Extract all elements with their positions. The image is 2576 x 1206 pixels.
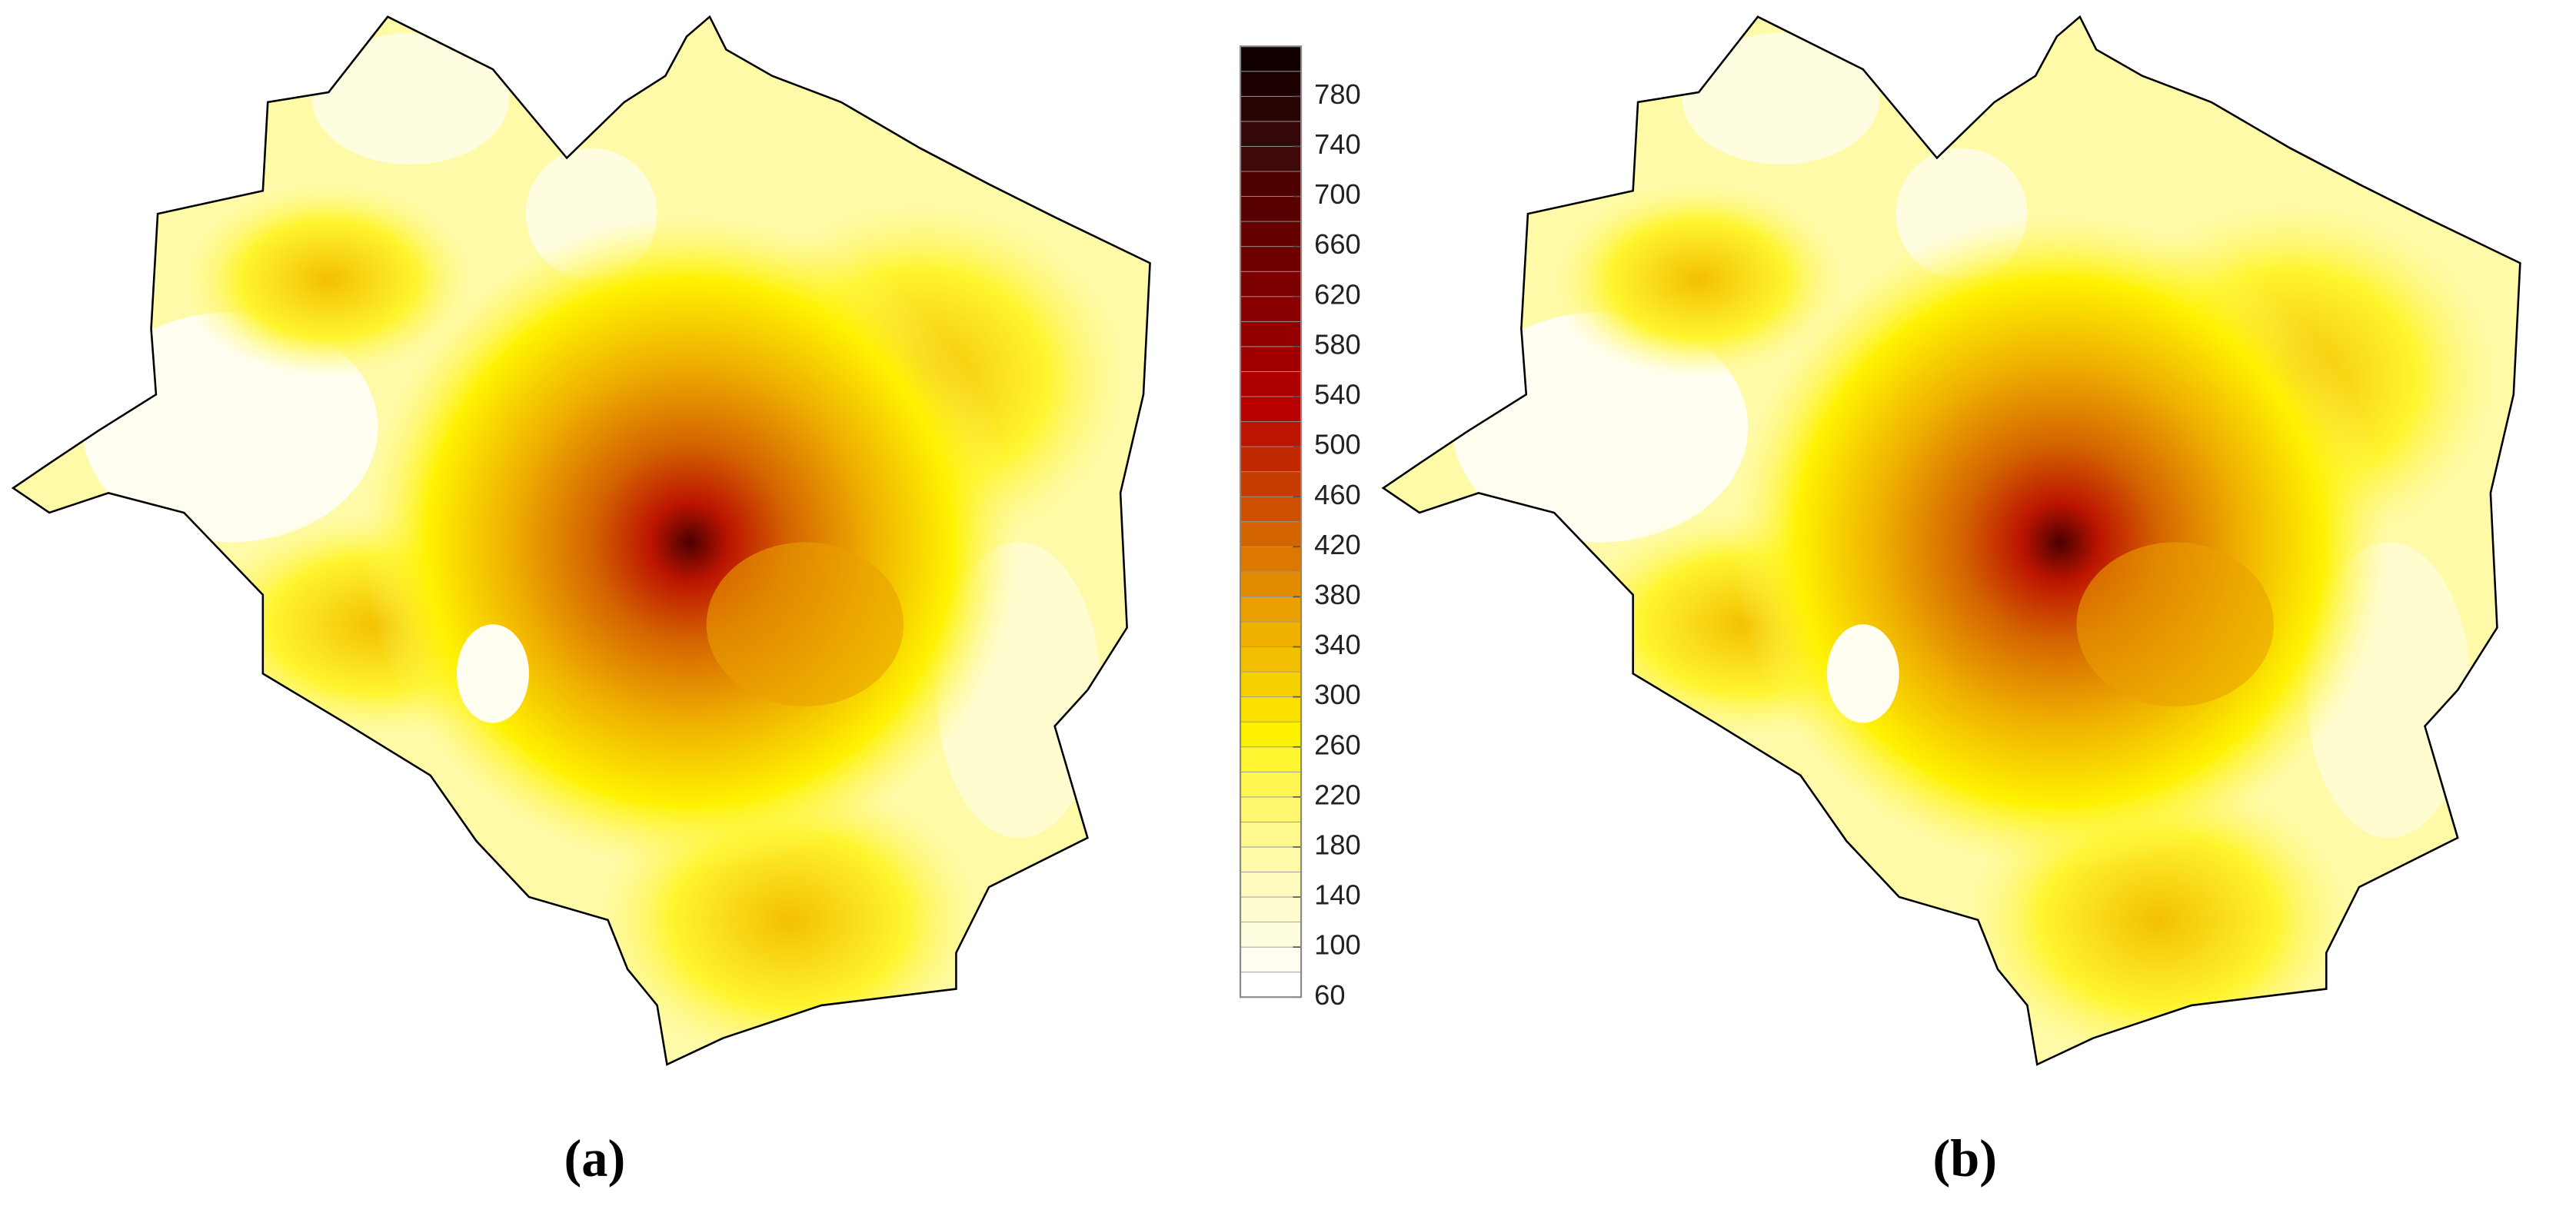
tick-label: 700 <box>1314 178 1361 210</box>
color-band <box>1240 771 1302 798</box>
panel-label: (a) <box>564 1129 626 1188</box>
color-band <box>1240 146 1302 172</box>
panel-label: (b) <box>1932 1129 1997 1188</box>
map-b <box>1370 0 2553 1084</box>
color-band <box>1240 646 1302 673</box>
color-band <box>1240 370 1302 397</box>
tick-label: 60 <box>1314 979 1345 1011</box>
color-band <box>1240 696 1302 723</box>
color-band <box>1240 71 1302 97</box>
tick-label: 740 <box>1314 128 1361 160</box>
color-band <box>1240 671 1302 698</box>
colorbar-frame <box>1239 45 1303 998</box>
tick-label: 780 <box>1314 78 1361 110</box>
color-band <box>1240 621 1302 647</box>
color-band <box>1240 421 1302 447</box>
color-band <box>1240 121 1302 147</box>
tick-label: 620 <box>1314 278 1361 310</box>
tick-label: 460 <box>1314 479 1361 510</box>
map-a <box>0 0 1183 1084</box>
color-band <box>1240 972 1302 998</box>
color-band <box>1240 946 1302 973</box>
color-band <box>1240 271 1302 297</box>
color-band <box>1240 571 1302 597</box>
color-band <box>1240 471 1302 497</box>
tick-label: 540 <box>1314 379 1361 410</box>
color-band <box>1240 596 1302 623</box>
color-band <box>1240 346 1302 372</box>
tick-label: 260 <box>1314 729 1361 760</box>
color-band <box>1240 922 1302 948</box>
color-band <box>1240 171 1302 197</box>
color-band <box>1240 446 1302 473</box>
color-band <box>1240 746 1302 772</box>
color-band <box>1240 896 1302 923</box>
color-band <box>1240 846 1302 872</box>
color-band <box>1240 221 1302 248</box>
color-band <box>1240 396 1302 422</box>
tick-label: 300 <box>1314 679 1361 710</box>
tick-label: 380 <box>1314 579 1361 610</box>
color-band <box>1240 546 1302 573</box>
color-band <box>1240 321 1302 347</box>
tick-label: 500 <box>1314 429 1361 460</box>
color-band <box>1240 45 1302 72</box>
color-band <box>1240 872 1302 898</box>
color-band <box>1240 95 1302 122</box>
tick-label: 220 <box>1314 779 1361 810</box>
tick-label: 180 <box>1314 829 1361 861</box>
tick-label: 340 <box>1314 629 1361 660</box>
color-band <box>1240 246 1302 272</box>
tick-label: 580 <box>1314 328 1361 360</box>
color-band <box>1240 496 1302 523</box>
tick-label: 100 <box>1314 929 1361 961</box>
color-band <box>1240 796 1302 822</box>
color-band <box>1240 721 1302 748</box>
color-band <box>1240 296 1302 322</box>
color-band <box>1240 821 1302 848</box>
color-band <box>1240 196 1302 222</box>
tick-label: 140 <box>1314 879 1361 911</box>
color-band <box>1240 521 1302 547</box>
tick-label: 420 <box>1314 529 1361 560</box>
tick-label: 660 <box>1314 228 1361 260</box>
